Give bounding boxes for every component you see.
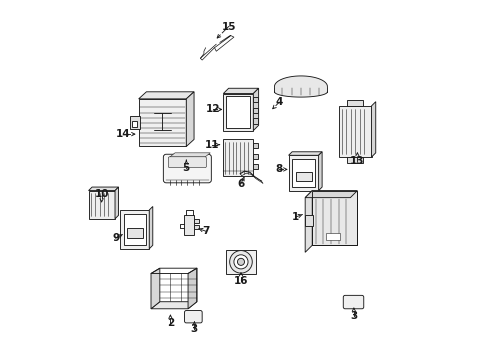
Polygon shape [305, 190, 312, 252]
Bar [291, 159, 314, 187]
Polygon shape [149, 207, 152, 249]
FancyBboxPatch shape [343, 295, 363, 309]
Polygon shape [288, 152, 322, 155]
Bar [305, 215, 312, 226]
Bar [312, 190, 357, 245]
Polygon shape [253, 88, 258, 131]
FancyBboxPatch shape [163, 154, 211, 183]
Text: 8: 8 [275, 165, 282, 174]
Bar [253, 153, 257, 159]
Polygon shape [88, 187, 118, 190]
Text: 7: 7 [202, 226, 209, 236]
Bar [193, 219, 199, 223]
Text: 1: 1 [291, 212, 299, 222]
Text: 3: 3 [190, 324, 198, 334]
Circle shape [233, 255, 247, 269]
Circle shape [237, 258, 244, 265]
Bar [139, 99, 186, 147]
Bar [338, 106, 371, 157]
Polygon shape [186, 92, 194, 147]
Text: 14: 14 [115, 129, 130, 139]
Polygon shape [151, 302, 197, 309]
Bar [183, 215, 193, 235]
Bar [130, 116, 140, 129]
Bar [288, 155, 318, 190]
Polygon shape [223, 88, 258, 94]
Text: 15: 15 [221, 22, 235, 32]
Text: 2: 2 [166, 318, 174, 328]
Circle shape [229, 251, 252, 273]
Bar [123, 213, 145, 245]
Polygon shape [371, 102, 375, 157]
Bar [223, 139, 253, 176]
Text: 11: 11 [204, 140, 219, 150]
Text: 5: 5 [183, 163, 189, 173]
Polygon shape [139, 92, 194, 99]
Bar [253, 108, 257, 113]
Bar [325, 233, 340, 240]
Text: 6: 6 [237, 179, 244, 189]
FancyBboxPatch shape [184, 311, 202, 323]
Bar [225, 249, 256, 274]
Polygon shape [274, 76, 327, 97]
Text: 4: 4 [275, 98, 282, 107]
Bar [131, 121, 137, 127]
Text: 3: 3 [349, 311, 357, 321]
Text: 9: 9 [112, 233, 119, 243]
Polygon shape [151, 268, 160, 309]
Bar [225, 96, 250, 128]
FancyBboxPatch shape [168, 157, 206, 168]
Polygon shape [305, 190, 357, 198]
Bar [253, 143, 257, 148]
Bar [253, 97, 257, 102]
Bar [346, 157, 363, 163]
Bar [312, 190, 357, 245]
Bar [295, 172, 311, 181]
Polygon shape [169, 153, 210, 157]
Text: 16: 16 [233, 275, 248, 285]
Bar [346, 100, 363, 106]
Text: 12: 12 [205, 104, 220, 114]
Bar [88, 190, 115, 219]
Polygon shape [318, 152, 322, 190]
Bar [193, 225, 199, 229]
Bar [120, 210, 149, 249]
Text: 10: 10 [94, 189, 109, 199]
Bar [253, 164, 257, 170]
Bar [253, 118, 257, 123]
Polygon shape [115, 187, 118, 219]
Polygon shape [188, 268, 197, 309]
Bar [126, 228, 142, 238]
Text: 13: 13 [349, 156, 364, 166]
Bar [223, 94, 253, 131]
